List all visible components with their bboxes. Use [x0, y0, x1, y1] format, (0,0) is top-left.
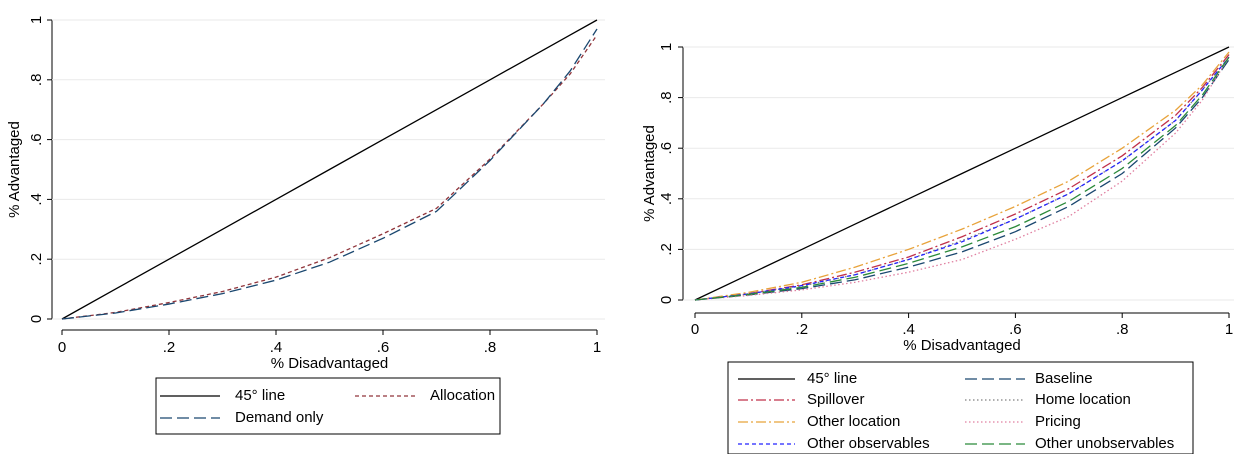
- y-tick-label: .2: [658, 243, 675, 256]
- x-tick-label: .6: [1009, 321, 1022, 338]
- x-tick-label: .2: [796, 321, 809, 338]
- x-axis-title: % Disadvantaged: [903, 337, 1021, 354]
- x-tick-label: .8: [1116, 321, 1129, 338]
- x-tick-label: .4: [270, 339, 283, 356]
- y-axis-title: % Advantaged: [6, 121, 23, 218]
- x-tick-label: 1: [1225, 321, 1233, 338]
- legend-label: Other unobservables: [1035, 435, 1174, 452]
- y-tick-label: 1: [658, 43, 675, 51]
- y-tick-label: 1: [28, 16, 45, 24]
- series-line: [694, 56, 1230, 301]
- series-line: [694, 59, 1230, 301]
- y-tick-label: .6: [658, 142, 675, 155]
- legend-label: Allocation: [430, 387, 495, 404]
- y-tick-label: .8: [28, 74, 45, 87]
- y-tick-label: .6: [28, 133, 45, 146]
- legend-label: Home location: [1035, 391, 1131, 408]
- y-tick-label: .2: [28, 253, 45, 266]
- legend-label: Demand only: [235, 409, 324, 426]
- x-tick-label: .6: [377, 339, 390, 356]
- legend-label: Pricing: [1035, 413, 1081, 430]
- series-line: [694, 51, 1230, 301]
- x-axis-title: % Disadvantaged: [271, 355, 389, 372]
- legend-box: [155, 377, 501, 435]
- legend-label: Other observables: [807, 435, 930, 452]
- x-tick-label: 0: [58, 339, 66, 356]
- series-line: [694, 54, 1230, 301]
- legend-box: [727, 361, 1194, 454]
- x-tick-label: .2: [163, 339, 176, 356]
- y-tick-label: 0: [28, 315, 45, 323]
- legend-label: Spillover: [807, 391, 865, 408]
- x-tick-label: .4: [902, 321, 915, 338]
- series-line: [61, 28, 598, 320]
- series-line: [694, 56, 1230, 301]
- legend-label: Other location: [807, 413, 900, 430]
- y-tick-label: .4: [28, 193, 45, 206]
- y-tick-label: 0: [658, 296, 675, 304]
- legend-label: 45° line: [235, 387, 285, 404]
- y-tick-label: .8: [658, 91, 675, 104]
- series-line: [61, 19, 598, 320]
- x-tick-label: 0: [691, 321, 699, 338]
- y-axis-title: % Advantaged: [641, 125, 658, 222]
- y-tick-label: .4: [658, 193, 675, 206]
- series-line: [694, 56, 1230, 301]
- legend-label: Baseline: [1035, 370, 1093, 387]
- series-line: [694, 46, 1230, 301]
- x-tick-label: .8: [484, 339, 497, 356]
- legend-label: 45° line: [807, 370, 857, 387]
- series-line: [694, 56, 1230, 301]
- series-line: [61, 34, 598, 320]
- x-tick-label: 1: [593, 339, 601, 356]
